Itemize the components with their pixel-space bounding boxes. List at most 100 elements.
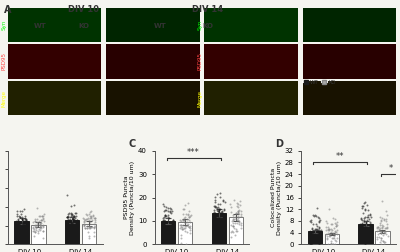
Point xyxy=(34,224,40,228)
Point xyxy=(178,233,184,237)
Point xyxy=(210,219,217,223)
Point xyxy=(71,224,77,228)
Point xyxy=(37,223,44,227)
Point xyxy=(165,206,172,210)
Point xyxy=(88,215,94,219)
Point xyxy=(65,217,72,221)
Point xyxy=(328,222,335,226)
Point xyxy=(330,242,336,246)
Point xyxy=(307,219,313,223)
Point xyxy=(220,214,227,218)
Point xyxy=(378,231,384,235)
Point xyxy=(326,207,332,211)
Point xyxy=(82,226,88,230)
Point xyxy=(165,232,172,236)
Y-axis label: Syn: Syn xyxy=(2,20,7,30)
Point xyxy=(180,218,187,223)
Point xyxy=(187,220,193,224)
Point xyxy=(33,225,39,229)
Point xyxy=(230,224,237,228)
Point xyxy=(359,218,365,222)
Point xyxy=(230,224,236,228)
Point xyxy=(167,208,174,212)
Point xyxy=(180,227,186,231)
Bar xyxy=(212,213,226,244)
Point xyxy=(229,229,235,233)
Y-axis label: PSD95 Puncta
Density (Puncta/10 um): PSD95 Puncta Density (Puncta/10 um) xyxy=(124,161,135,235)
Point xyxy=(84,213,91,217)
Point xyxy=(232,211,239,215)
Point xyxy=(367,227,373,231)
Point xyxy=(160,220,167,224)
Point xyxy=(314,206,320,210)
Point xyxy=(332,221,338,225)
Point xyxy=(187,226,193,230)
Point xyxy=(40,216,47,220)
Point xyxy=(85,216,92,220)
Point xyxy=(186,218,193,222)
Point xyxy=(92,216,98,220)
Point xyxy=(221,215,227,219)
Point xyxy=(236,220,243,224)
Point xyxy=(361,220,368,224)
Point xyxy=(167,223,173,227)
Point xyxy=(357,223,364,227)
Point xyxy=(73,211,80,215)
Point xyxy=(363,221,369,225)
Text: DIV 14: DIV 14 xyxy=(192,5,224,14)
Point xyxy=(37,225,43,229)
Point xyxy=(212,225,219,229)
Point xyxy=(227,202,234,206)
Point xyxy=(161,233,168,237)
Point xyxy=(363,234,370,238)
Point xyxy=(180,223,186,227)
Point xyxy=(328,230,334,234)
Point xyxy=(86,236,92,240)
Point xyxy=(87,225,93,229)
Point xyxy=(71,218,77,222)
Point xyxy=(66,211,72,215)
Point xyxy=(327,232,334,236)
Point xyxy=(312,233,319,237)
Point xyxy=(361,201,367,205)
Point xyxy=(362,208,368,212)
Point xyxy=(179,227,186,231)
Point xyxy=(90,222,97,226)
Point xyxy=(238,212,244,216)
Point xyxy=(182,221,188,225)
Bar xyxy=(31,225,46,244)
Point xyxy=(382,226,388,230)
Point xyxy=(362,206,368,210)
Point xyxy=(17,223,24,227)
Point xyxy=(332,238,338,242)
Text: DIV 10: DIV 10 xyxy=(68,5,100,14)
Point xyxy=(65,225,72,229)
Point xyxy=(366,213,373,217)
Point xyxy=(218,214,224,218)
Point xyxy=(16,227,22,231)
Point xyxy=(36,222,43,226)
Point xyxy=(22,214,28,218)
Point xyxy=(16,222,22,226)
Bar xyxy=(14,221,29,244)
Legend: WT, KO: WT, KO xyxy=(301,78,338,88)
Point xyxy=(364,229,370,233)
Point xyxy=(16,222,23,226)
Point xyxy=(18,231,24,235)
Point xyxy=(358,217,364,222)
Point xyxy=(308,234,314,238)
Point xyxy=(381,218,388,222)
Point xyxy=(212,200,218,204)
Point xyxy=(236,207,242,211)
Point xyxy=(161,228,168,232)
Point xyxy=(307,229,313,233)
Point xyxy=(315,230,321,234)
Point xyxy=(378,231,384,235)
Point xyxy=(20,218,26,222)
Point xyxy=(16,215,23,219)
Point xyxy=(233,211,240,215)
Point xyxy=(23,218,30,222)
Point xyxy=(310,222,316,226)
Point xyxy=(238,209,245,213)
Point xyxy=(381,217,388,221)
